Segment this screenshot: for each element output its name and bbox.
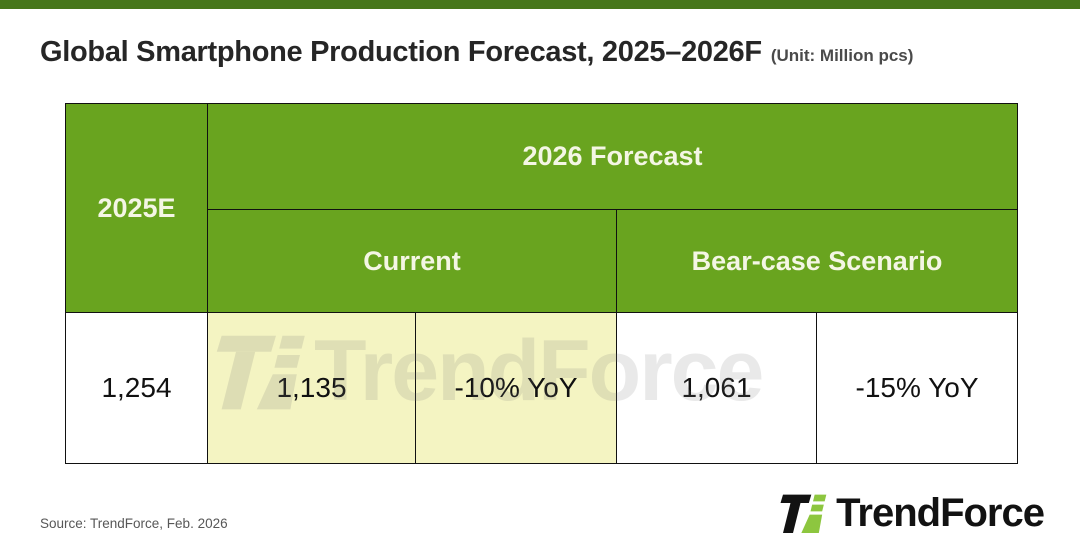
cell-bear-value: 1,061 (616, 312, 817, 464)
header-bear-case: Bear-case Scenario (616, 209, 1018, 313)
source-note: Source: TrendForce, Feb. 2026 (40, 516, 228, 531)
cell-bear-yoy: -15% YoY (816, 312, 1018, 464)
header-2025e: 2025E (65, 103, 208, 313)
header-current: Current (207, 209, 617, 313)
trendforce-brand: TrendForce (778, 488, 1045, 538)
brand-logotype: TrendForce (836, 491, 1045, 535)
page-title: Global Smartphone Production Forecast, 2… (40, 36, 762, 68)
forecast-table: 2025E 2026 Forecast Current Bear-case Sc… (65, 103, 1018, 464)
table-row: 1,254 1,135 -10% YoY 1,061 -15% YoY (65, 312, 1018, 464)
cell-current-yoy: -10% YoY (415, 312, 617, 464)
unit-label: (Unit: Million pcs) (770, 46, 914, 65)
cell-current-value: 1,135 (207, 312, 416, 464)
forecast-table-container: 2025E 2026 Forecast Current Bear-case Sc… (65, 103, 1018, 464)
header-2026-forecast: 2026 Forecast (207, 103, 1018, 210)
cell-2025e-value: 1,254 (65, 312, 208, 464)
title-row: Global Smartphone Production Forecast, 2… (40, 36, 913, 69)
trendforce-logo-icon (780, 494, 827, 533)
top-accent-bar (0, 0, 1080, 9)
